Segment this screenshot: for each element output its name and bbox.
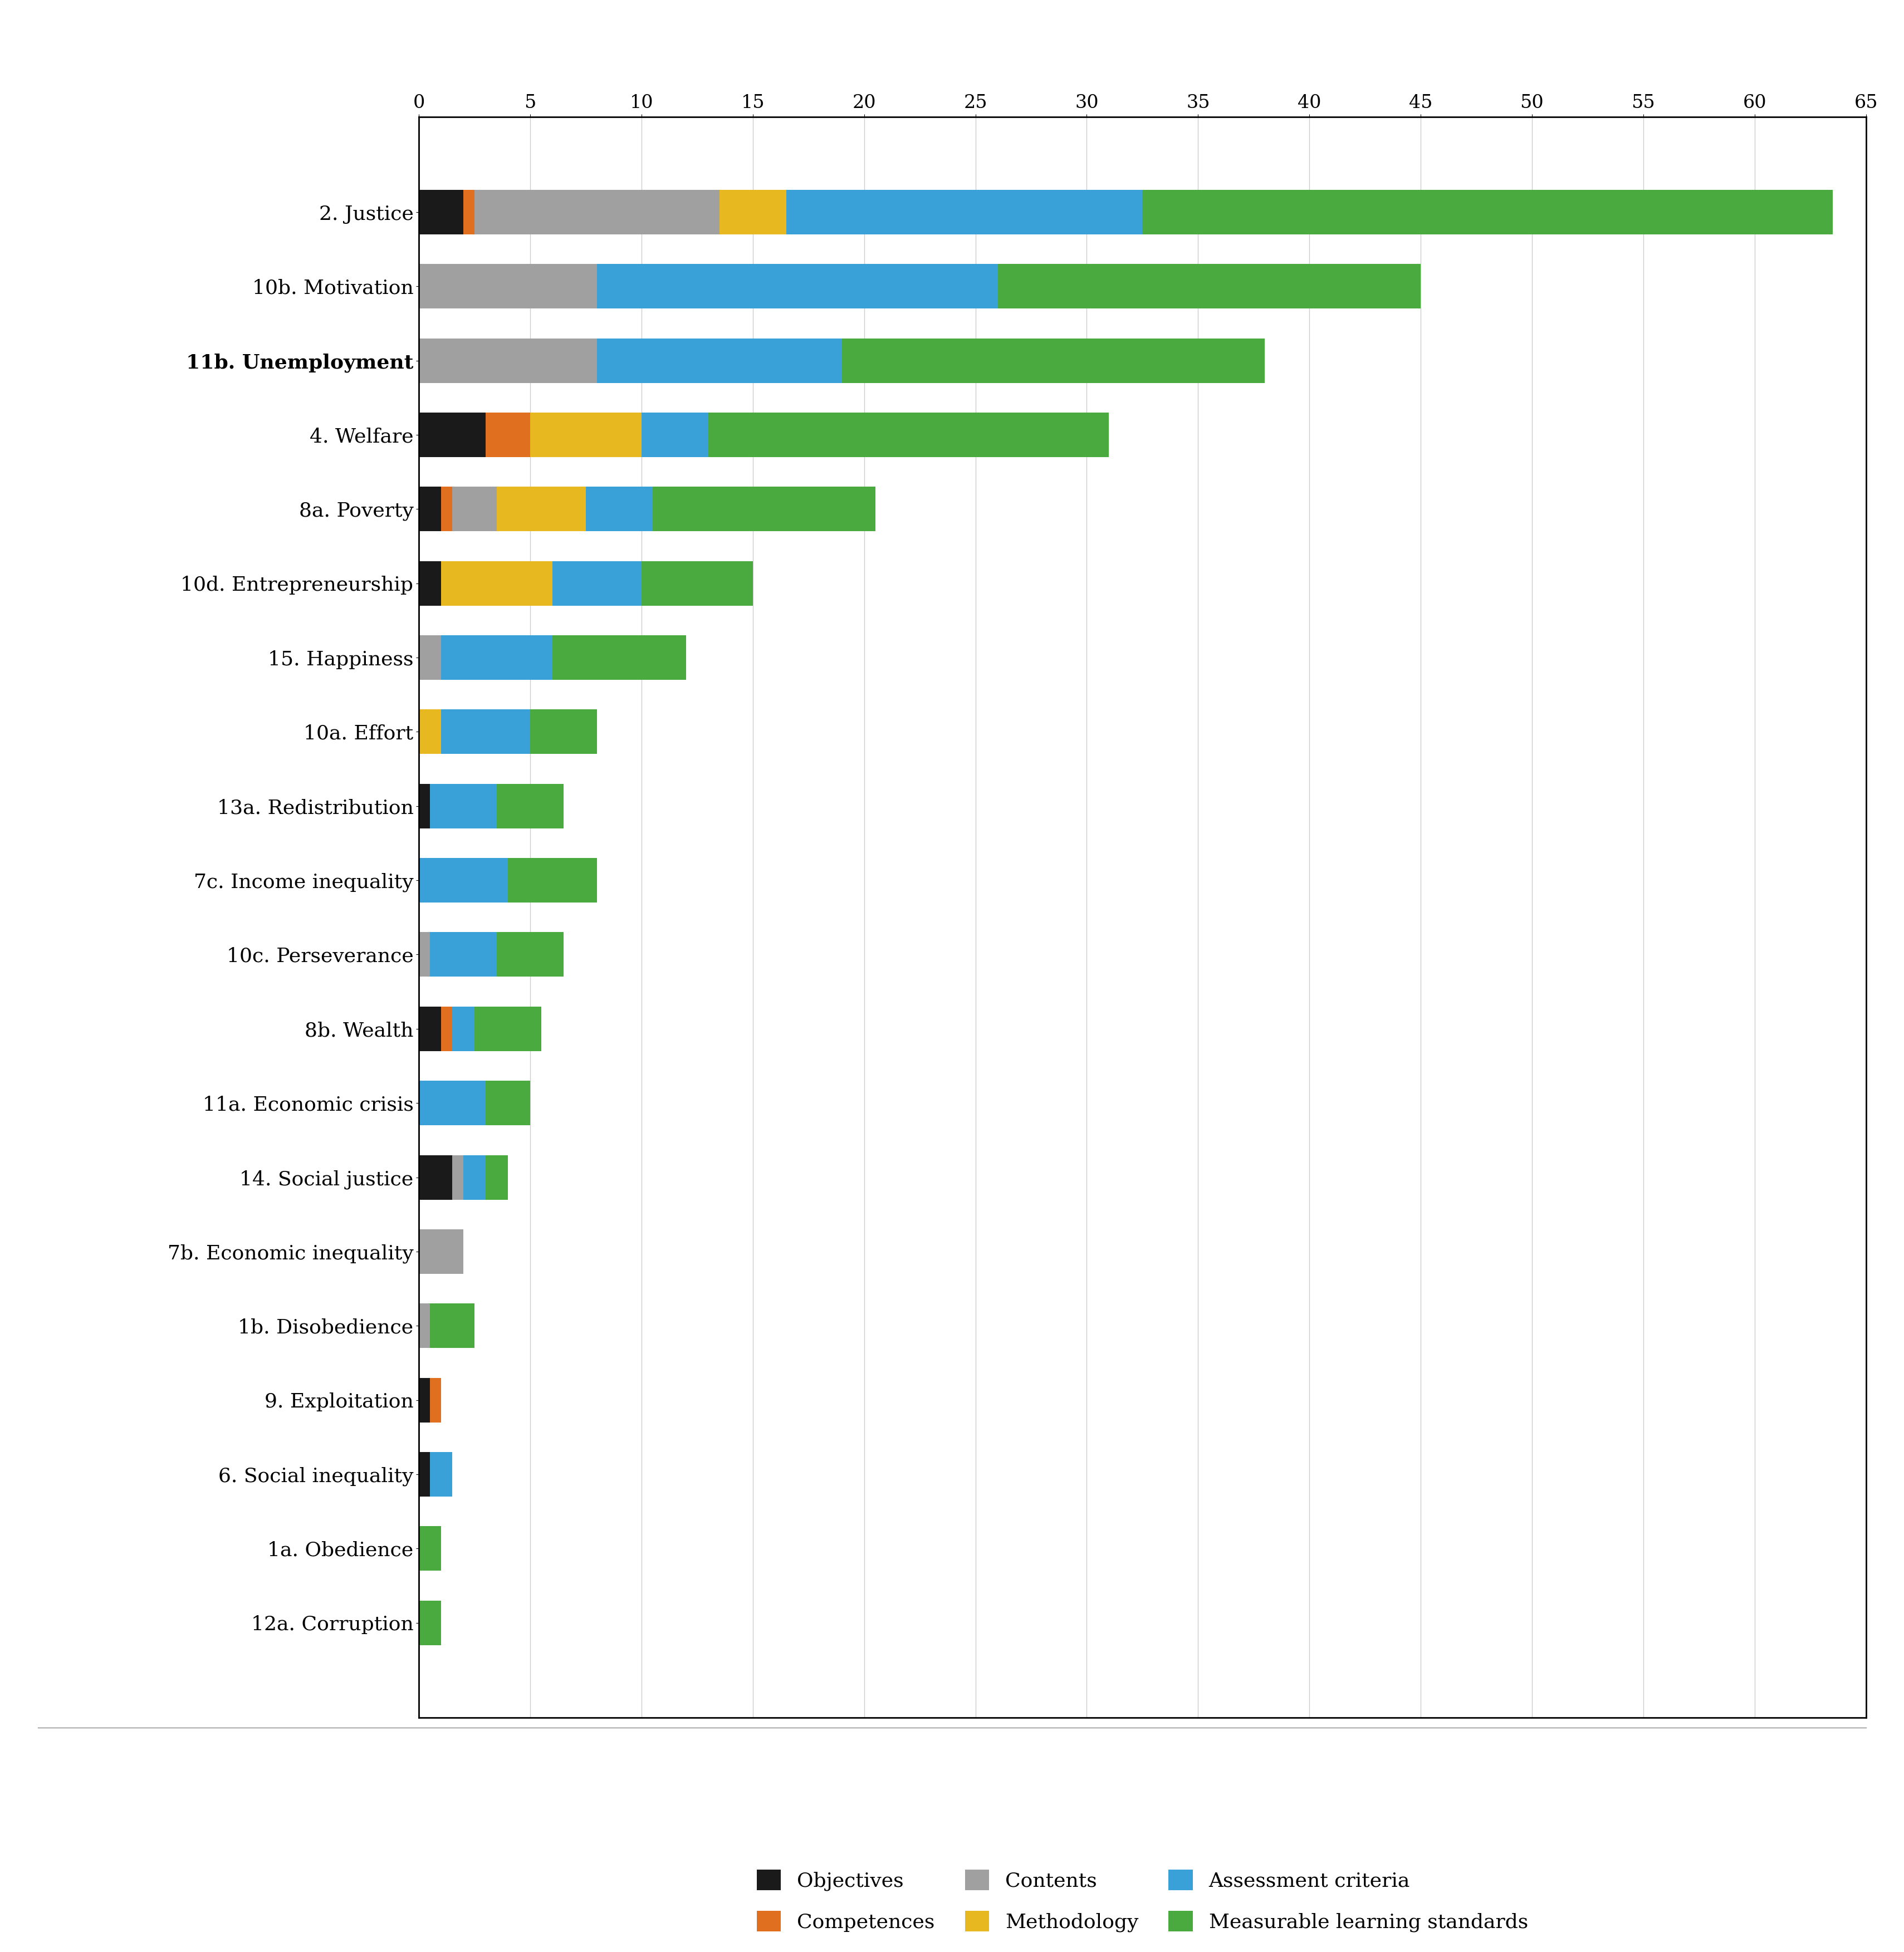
Bar	[419, 1526, 442, 1571]
Bar	[529, 412, 642, 457]
Bar	[842, 338, 1264, 383]
Bar	[419, 1007, 442, 1050]
Bar	[486, 1081, 529, 1124]
Bar	[486, 1156, 508, 1200]
Bar	[442, 634, 552, 679]
Bar	[419, 486, 442, 531]
Bar	[419, 264, 598, 308]
Bar	[442, 1007, 453, 1050]
Bar	[419, 1081, 486, 1124]
Bar	[1142, 189, 1832, 234]
Bar	[442, 711, 529, 753]
Bar	[453, 1156, 463, 1200]
Bar	[998, 264, 1420, 308]
Bar	[430, 933, 497, 976]
Bar	[786, 189, 1142, 234]
Bar	[720, 189, 786, 234]
Bar	[529, 711, 598, 753]
Bar	[430, 1304, 474, 1349]
Bar	[442, 486, 453, 531]
Bar	[642, 412, 708, 457]
Bar	[486, 412, 529, 457]
Bar	[642, 560, 752, 605]
Bar	[708, 412, 1108, 457]
Bar	[497, 486, 586, 531]
Bar	[598, 264, 998, 308]
Bar	[419, 1230, 463, 1275]
Legend: Objectives, Competences, Contents, Methodology, Assessment criteria, Measurable : Objectives, Competences, Contents, Metho…	[746, 1860, 1538, 1942]
Bar	[419, 1156, 453, 1200]
Bar	[586, 486, 653, 531]
Bar	[453, 1007, 474, 1050]
Bar	[419, 1452, 430, 1497]
Bar	[474, 1007, 541, 1050]
Bar	[497, 933, 564, 976]
Bar	[463, 1156, 486, 1200]
Bar	[419, 1378, 430, 1423]
Bar	[419, 859, 508, 902]
Bar	[419, 560, 442, 605]
Bar	[653, 486, 876, 531]
Bar	[552, 634, 685, 679]
Bar	[419, 1304, 430, 1349]
Bar	[419, 189, 463, 234]
Bar	[419, 634, 442, 679]
Bar	[419, 1601, 442, 1646]
Bar	[419, 412, 486, 457]
Bar	[463, 189, 474, 234]
Bar	[430, 1452, 453, 1497]
Bar	[430, 1378, 442, 1423]
Bar	[430, 785, 497, 828]
Bar	[508, 859, 598, 902]
Bar	[442, 560, 552, 605]
Bar	[474, 189, 720, 234]
Bar	[552, 560, 642, 605]
Bar	[598, 338, 842, 383]
Bar	[419, 785, 430, 828]
Bar	[419, 711, 442, 753]
Bar	[453, 486, 497, 531]
Bar	[497, 785, 564, 828]
Bar	[419, 338, 598, 383]
Bar	[419, 933, 430, 976]
